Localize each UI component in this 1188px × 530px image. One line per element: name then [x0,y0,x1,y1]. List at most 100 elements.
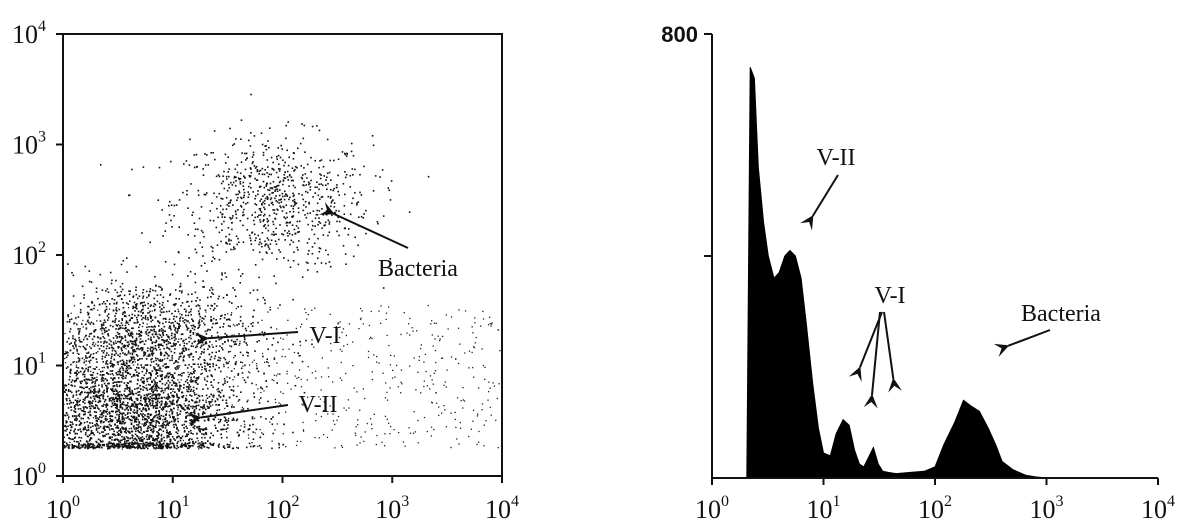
scatter-point [80,417,83,420]
scatter-point [174,303,176,305]
scatter-point [162,365,164,367]
scatter-point [203,446,205,448]
scatter-point [102,379,104,382]
scatter-point [154,389,156,391]
scatter-point [332,381,334,383]
scatter-point [141,318,143,321]
scatter-point [165,387,168,389]
scatter-point [176,400,179,402]
scatter-point [90,429,93,432]
scatter-point [121,439,123,441]
scatter-point [133,402,136,404]
scatter-point [81,390,83,393]
scatter-point [122,311,125,314]
scatter-point [151,329,153,332]
scatter-point [115,393,117,396]
scatter-point [280,391,282,393]
scatter-point [192,433,194,435]
scatter-point [284,161,286,164]
scatter-point [148,372,150,374]
scatter-point [320,183,322,185]
scatter-point [273,379,275,382]
scatter-point [64,391,66,393]
scatter-point [165,431,168,434]
scatter-point [143,437,145,440]
scatter-point [159,306,161,308]
scatter-point [233,419,235,421]
scatter-point [226,443,229,446]
scatter-point [239,316,242,318]
scatter-point [131,358,133,361]
scatter-point [79,328,81,330]
scatter-point [121,426,123,429]
scatter-point [74,418,76,421]
scatter-point [172,423,175,426]
scatter-point [71,272,73,274]
scatter-point [193,341,196,343]
scatter-point [151,394,153,397]
scatter-point [161,444,163,447]
scatter-point [173,372,176,374]
scatter-point [297,211,300,214]
scatter-point [238,241,240,244]
scatter-point [162,318,165,320]
scatter-point [161,425,164,427]
scatter-point [284,195,286,197]
scatter-point [89,402,91,405]
scatter-point [122,443,125,446]
scatter-point [238,344,240,346]
scatter-point [194,370,196,372]
scatter-point [117,398,120,400]
scatter-point [212,152,214,154]
scatter-point [73,446,75,448]
scatter-point [190,353,193,355]
scatter-point [109,442,111,445]
scatter-point [190,378,192,381]
scatter-point [64,414,67,417]
scatter-point [303,184,305,187]
scatter-point [218,356,220,359]
scatter-point [233,175,236,178]
scatter-point [133,358,136,361]
scatter-point [179,320,181,322]
scatter-point [102,415,105,417]
scatter-point [141,348,144,351]
scatter-point [122,307,125,309]
scatter-point [110,340,112,343]
scatter-point [221,223,223,225]
scatter-point [194,248,197,251]
scatter-point [255,363,258,365]
scatter-point [303,167,305,169]
scatter-point [135,286,137,289]
scatter-point [174,320,177,323]
scatter-point [301,177,304,180]
scatter-point [81,323,83,325]
scatter-point [146,378,148,380]
scatter-point [245,159,247,161]
scatter-point [179,352,181,355]
scatter-point [165,403,168,406]
scatter-point [167,335,169,338]
scatter-point [186,329,189,331]
scatter-point [286,216,288,219]
scatter-point [381,169,384,171]
scatter-point [270,197,273,199]
scatter-point [177,435,180,437]
scatter-point [267,140,269,142]
scatter-point [227,325,230,327]
scatter-point [187,414,189,417]
scatter-point [188,257,190,259]
scatter-point [153,347,155,350]
scatter-point [341,331,343,334]
scatter-point [276,382,278,384]
scatter-point [88,444,91,447]
scatter-point [135,397,138,400]
scatter-point [286,373,288,375]
scatter-point [151,351,153,353]
scatter-point [132,439,135,442]
scatter-point [235,235,238,237]
scatter-point [103,392,106,394]
scatter-point [94,400,97,403]
scatter-point [103,409,105,412]
scatter-point [134,430,137,432]
